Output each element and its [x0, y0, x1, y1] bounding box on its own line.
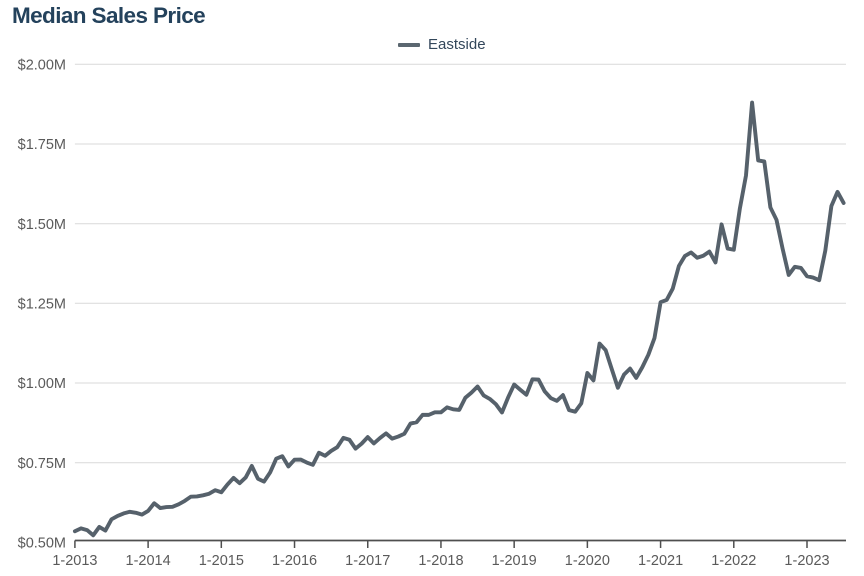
- svg-text:1-2017: 1-2017: [345, 553, 390, 569]
- svg-text:1-2022: 1-2022: [711, 553, 756, 569]
- svg-text:$2.00M: $2.00M: [18, 58, 66, 74]
- svg-text:1-2020: 1-2020: [565, 553, 610, 569]
- svg-text:1-2023: 1-2023: [784, 553, 829, 569]
- svg-text:1-2021: 1-2021: [638, 553, 683, 569]
- svg-text:$1.75M: $1.75M: [18, 137, 66, 153]
- svg-text:1-2013: 1-2013: [52, 553, 97, 569]
- svg-text:1-2019: 1-2019: [492, 553, 537, 569]
- svg-text:1-2015: 1-2015: [199, 553, 244, 569]
- svg-text:1-2014: 1-2014: [126, 553, 171, 569]
- svg-text:$0.50M: $0.50M: [18, 536, 66, 552]
- svg-text:$1.00M: $1.00M: [18, 376, 66, 392]
- svg-text:$0.75M: $0.75M: [18, 456, 66, 472]
- svg-text:1-2018: 1-2018: [418, 553, 463, 569]
- svg-text:$1.50M: $1.50M: [18, 217, 66, 233]
- svg-text:$1.25M: $1.25M: [18, 297, 66, 313]
- svg-text:1-2016: 1-2016: [272, 553, 317, 569]
